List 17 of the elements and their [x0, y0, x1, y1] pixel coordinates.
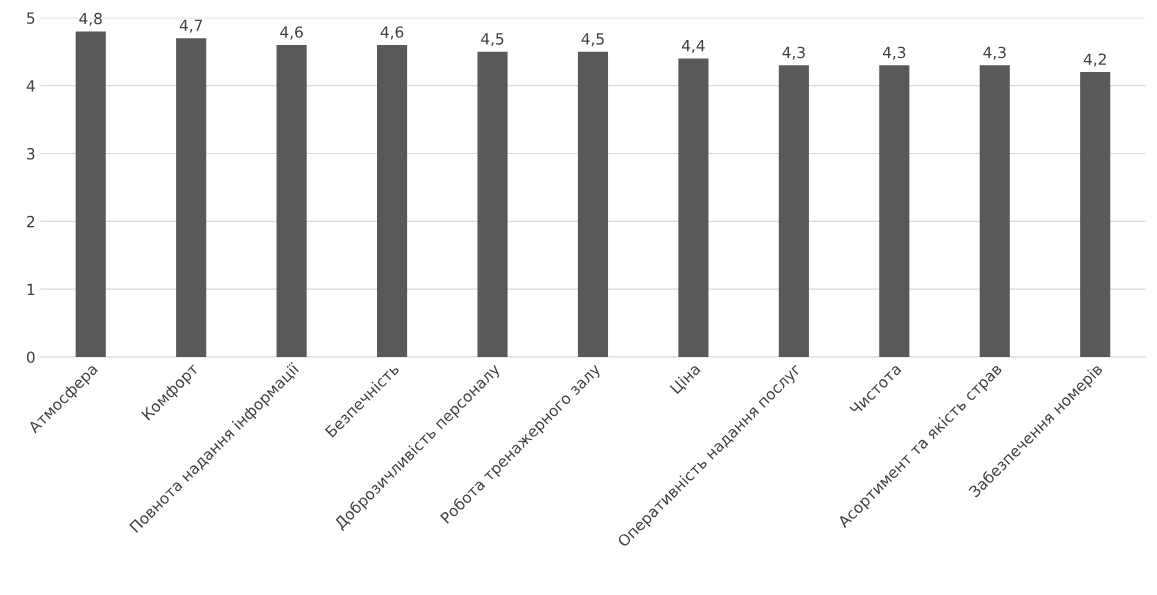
data-label: 4,3	[882, 46, 906, 60]
y-tick-label: 0	[26, 351, 35, 364]
data-label: 4,4	[682, 40, 705, 53]
data-label: 4,3	[782, 46, 805, 60]
data-label: 4,2	[1083, 53, 1106, 67]
data-label: 4,5	[581, 33, 604, 47]
y-tick-label: 3	[27, 147, 35, 160]
data-label: 4,6	[280, 26, 303, 40]
y-tick-label: 2	[27, 215, 35, 228]
data-label: 4,8	[79, 12, 102, 26]
data-label: 4,6	[380, 26, 404, 40]
data-label: 4,3	[983, 46, 1006, 60]
data-label: 4,5	[481, 33, 504, 47]
y-tick-label: 1	[27, 283, 35, 295]
data-label: 4,7	[179, 19, 203, 33]
y-tick-label: 4	[26, 80, 35, 92]
y-tick-label: 5	[27, 12, 35, 24]
